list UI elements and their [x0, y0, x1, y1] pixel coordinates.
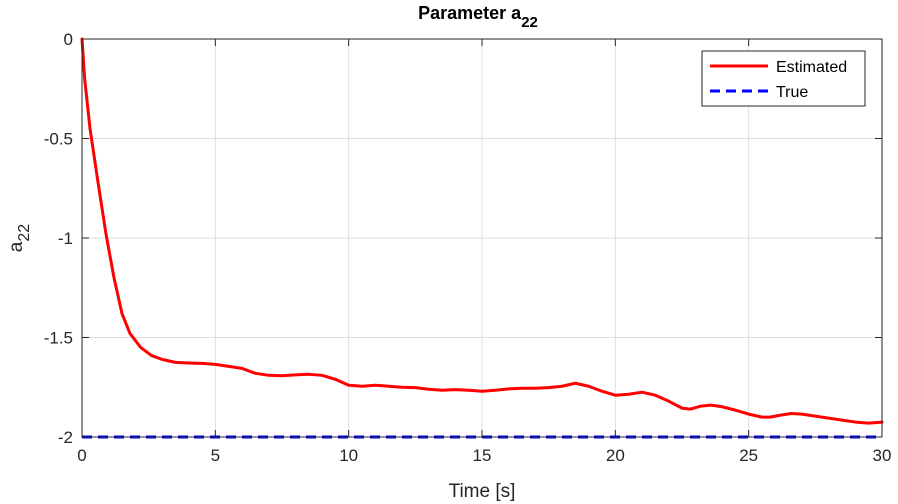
legend-label-estimated: Estimated: [776, 59, 847, 76]
x-tick-label: 5: [211, 446, 220, 465]
x-axis-label: Time [s]: [449, 481, 516, 502]
y-axis-label: a22: [6, 224, 33, 252]
legend: Estimated True: [702, 51, 865, 106]
x-tick-label: 0: [77, 446, 86, 465]
chart-title-subscript: 22: [521, 14, 538, 31]
x-tick-label: 15: [473, 446, 492, 465]
chart-title: Parameter a22: [418, 3, 538, 31]
y-tick-label: -0.5: [44, 130, 73, 149]
y-tick-label: -1.5: [44, 329, 73, 348]
x-tick-label: 30: [873, 446, 892, 465]
x-tick-label: 25: [739, 446, 758, 465]
x-tick-label: 10: [339, 446, 358, 465]
y-tick-label: -1: [58, 229, 73, 248]
y-axis-label-subscript: 22: [16, 224, 33, 242]
x-tick-label: 20: [606, 446, 625, 465]
y-axis-label-text: a: [6, 241, 27, 252]
y-tick-label: 0: [64, 30, 73, 49]
legend-label-true: True: [776, 84, 808, 101]
chart-title-text: Parameter a: [418, 3, 522, 23]
y-tick-label: -2: [58, 428, 73, 447]
